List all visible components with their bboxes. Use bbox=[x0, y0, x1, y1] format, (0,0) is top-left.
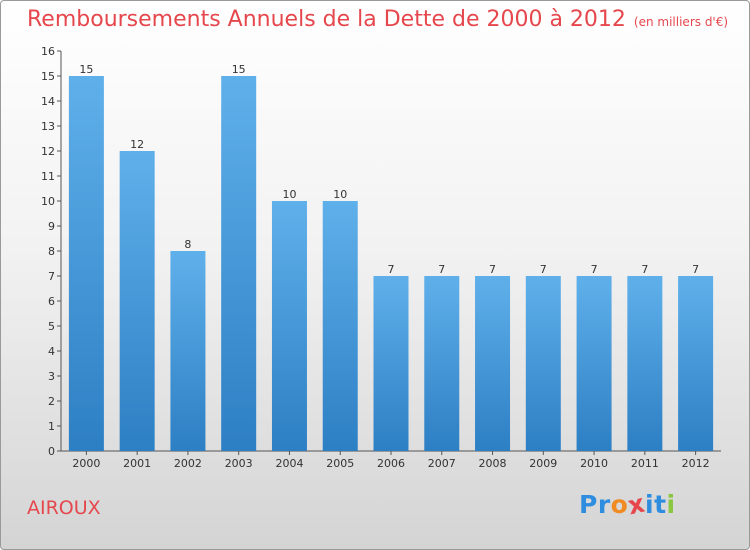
y-tick-label: 10 bbox=[41, 195, 55, 208]
bar-value-label: 7 bbox=[591, 263, 598, 276]
x-tick-label: 2001 bbox=[123, 457, 151, 470]
bar bbox=[170, 251, 206, 451]
bar-value-label: 7 bbox=[388, 263, 395, 276]
y-tick-label: 6 bbox=[48, 295, 55, 308]
x-tick-label: 2003 bbox=[225, 457, 253, 470]
y-tick-label: 4 bbox=[48, 345, 55, 358]
logo-letter: i bbox=[645, 490, 655, 519]
chart-title-text: Remboursements Annuels de la Dette de 20… bbox=[27, 7, 626, 32]
logo-letter: P bbox=[579, 490, 598, 519]
bar bbox=[68, 76, 104, 451]
chart-unit-label: (en milliers d'€) bbox=[633, 15, 729, 29]
y-tick-label: 8 bbox=[48, 245, 55, 258]
bar bbox=[373, 276, 409, 451]
bar-value-label: 7 bbox=[489, 263, 496, 276]
proxiti-logo[interactable]: Proxiti bbox=[579, 489, 676, 521]
y-tick-label: 13 bbox=[41, 120, 55, 133]
bar bbox=[525, 276, 561, 451]
y-tick-label: 14 bbox=[41, 95, 55, 108]
bar-value-label: 10 bbox=[282, 188, 296, 201]
y-tick-label: 7 bbox=[48, 270, 55, 283]
bar-value-label: 7 bbox=[540, 263, 547, 276]
bar bbox=[322, 201, 358, 451]
logo-letter: r bbox=[597, 490, 611, 519]
bar-value-label: 15 bbox=[232, 63, 246, 76]
x-tick-label: 2011 bbox=[631, 457, 659, 470]
bar-value-label: 12 bbox=[130, 138, 144, 151]
y-tick-label: 5 bbox=[48, 320, 55, 333]
bar bbox=[221, 76, 257, 451]
x-tick-label: 2010 bbox=[580, 457, 608, 470]
y-tick-label: 15 bbox=[41, 70, 55, 83]
y-tick-label: 3 bbox=[48, 370, 55, 383]
bar bbox=[271, 201, 307, 451]
y-tick-label: 16 bbox=[41, 45, 55, 58]
bar-value-label: 15 bbox=[79, 63, 93, 76]
x-tick-label: 2006 bbox=[377, 457, 405, 470]
bar-value-label: 7 bbox=[692, 263, 699, 276]
x-tick-label: 2012 bbox=[682, 457, 710, 470]
y-tick-label: 9 bbox=[48, 220, 55, 233]
logo-letter: t bbox=[654, 490, 667, 519]
y-tick-label: 2 bbox=[48, 395, 55, 408]
bar bbox=[475, 276, 511, 451]
x-tick-label: 2008 bbox=[479, 457, 507, 470]
bar bbox=[678, 276, 714, 451]
bar bbox=[627, 276, 663, 451]
bar bbox=[119, 151, 155, 451]
bar-value-label: 7 bbox=[641, 263, 648, 276]
logo-letter: i bbox=[666, 490, 676, 519]
y-tick-label: 1 bbox=[48, 420, 55, 433]
y-tick-label: 12 bbox=[41, 145, 55, 158]
bar bbox=[576, 276, 612, 451]
chart-title: Remboursements Annuels de la Dette de 20… bbox=[27, 7, 728, 32]
logo-letter: o bbox=[610, 490, 629, 519]
bar-value-label: 10 bbox=[333, 188, 347, 201]
x-tick-label: 2000 bbox=[72, 457, 100, 470]
bar bbox=[424, 276, 460, 451]
y-tick-label: 11 bbox=[41, 170, 55, 183]
commune-label: AIROUX bbox=[27, 497, 101, 519]
bar-value-label: 7 bbox=[438, 263, 445, 276]
x-tick-label: 2005 bbox=[326, 457, 354, 470]
bar-value-label: 8 bbox=[184, 238, 191, 251]
y-tick-label: 0 bbox=[48, 445, 55, 458]
x-tick-label: 2009 bbox=[529, 457, 557, 470]
x-tick-label: 2004 bbox=[275, 457, 303, 470]
x-tick-label: 2007 bbox=[428, 457, 456, 470]
x-tick-label: 2002 bbox=[174, 457, 202, 470]
